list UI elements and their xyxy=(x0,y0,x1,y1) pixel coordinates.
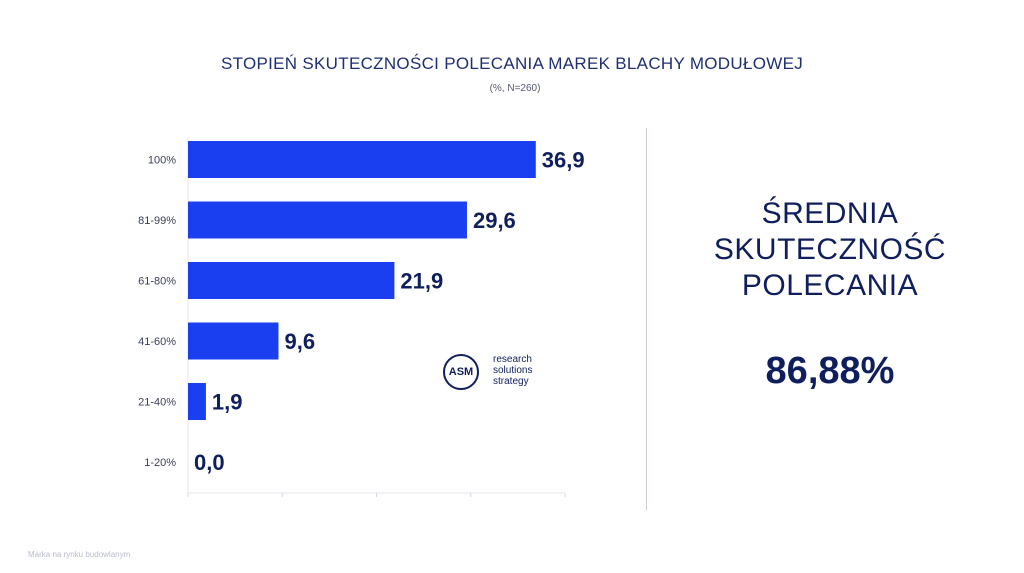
logo-line-solutions: solutions xyxy=(493,365,533,376)
chart-title: STOPIEŃ SKUTECZNOŚCI POLECANIA MAREK BLA… xyxy=(220,54,804,73)
footer-note: Marka na rynku budowlanym xyxy=(28,550,131,559)
logo-line-research: research xyxy=(493,354,532,365)
value-label: 9,6 xyxy=(284,329,315,354)
average-title-line-3: POLECANIA xyxy=(741,269,919,302)
category-label: 61-80% xyxy=(138,276,176,288)
category-label: 21-40% xyxy=(138,397,176,409)
bar xyxy=(188,383,206,420)
category-label: 81-99% xyxy=(138,215,176,227)
asm-logo: ASM research solutions strategy xyxy=(443,354,563,392)
bar xyxy=(188,201,467,239)
bar xyxy=(188,262,395,299)
value-label: 0,0 xyxy=(194,450,225,475)
value-label: 21,9 xyxy=(400,269,443,294)
logo-line-strategy: strategy xyxy=(493,376,529,387)
value-label: 36,9 xyxy=(542,148,585,173)
asm-logo-text: research solutions strategy xyxy=(493,354,532,387)
chart-subtitle: (%, N=260) xyxy=(489,83,541,94)
bar xyxy=(188,141,536,178)
category-label: 41-60% xyxy=(138,336,176,348)
category-label: 1-20% xyxy=(144,457,176,469)
value-label: 1,9 xyxy=(212,390,243,415)
average-title-line-1: ŚREDNIA xyxy=(761,197,899,230)
vertical-divider xyxy=(646,128,647,510)
value-label: 29,6 xyxy=(473,208,516,233)
average-title-line-2: SKUTECZNOŚĆ xyxy=(713,233,947,266)
average-value: 86,88% xyxy=(765,350,895,392)
bar-chart: 100% 36,9 81-99% 29,6 61-80% 21,9 41-60% 9,6 21-… xyxy=(138,137,585,497)
asm-logo-mark: ASM xyxy=(443,354,479,390)
category-label: 100% xyxy=(148,155,176,167)
average-title: ŚREDNIA SKUTECZNOŚĆ POLECANIA xyxy=(680,196,980,304)
bar xyxy=(188,322,279,360)
